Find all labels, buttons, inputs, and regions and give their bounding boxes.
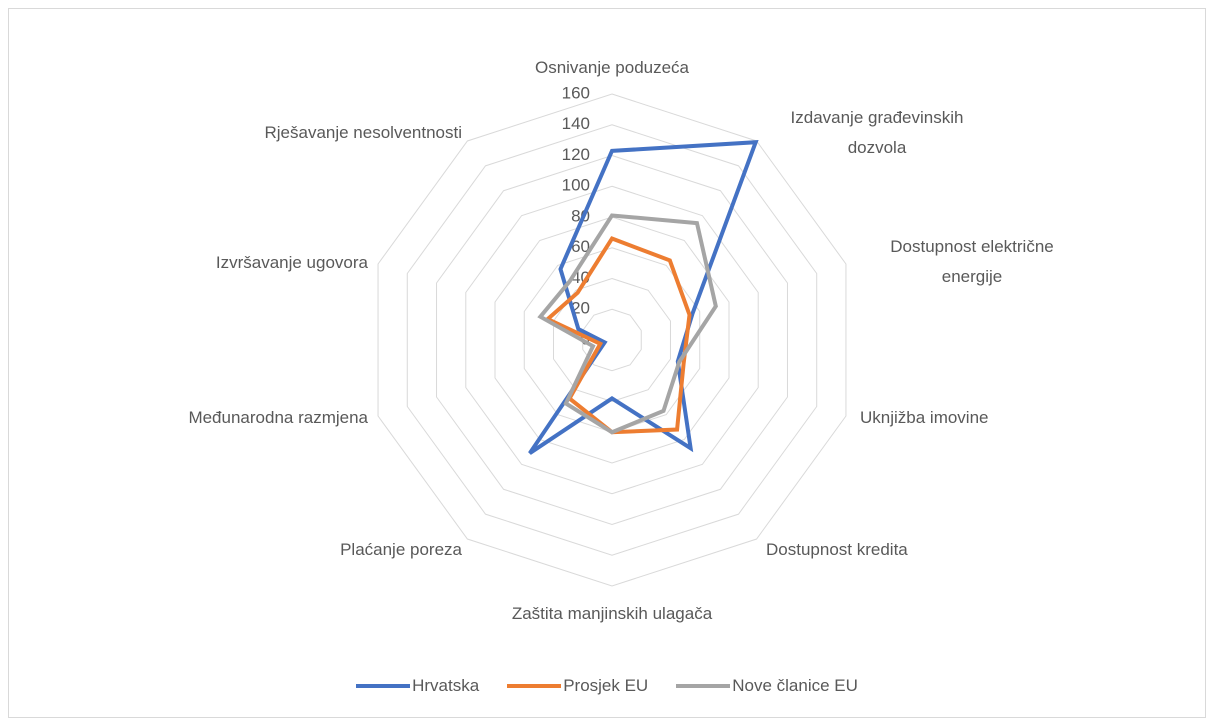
grid-ring	[494, 216, 730, 464]
grid-ring	[582, 308, 642, 372]
grid-ring	[377, 93, 847, 587]
category-label: Dostupnost električne energije	[890, 237, 1054, 286]
grid-ring	[465, 185, 759, 495]
legend: Hrvatska Prosjek EU Nove članice EU	[0, 676, 1214, 696]
r-tick-label: 20	[571, 299, 590, 318]
r-tick-label: 160	[562, 83, 590, 102]
legend-swatch	[676, 684, 731, 688]
grid-ring	[406, 124, 818, 556]
legend-swatch	[356, 684, 411, 688]
series-line	[528, 140, 759, 455]
r-tick-label: 120	[562, 145, 590, 164]
grid-ring	[436, 154, 788, 526]
r-tick-label: 100	[562, 176, 590, 195]
legend-item: Hrvatska	[356, 676, 479, 696]
category-label: Izdavanje građevinskih dozvola	[790, 108, 964, 157]
chart-frame	[8, 8, 1206, 718]
r-tick-label: 0	[581, 329, 590, 348]
legend-label: Hrvatska	[412, 676, 480, 695]
legend-item: Prosjek EU	[507, 676, 648, 696]
category-label: Izvršavanje ugovora	[215, 253, 368, 272]
r-tick-label: 140	[562, 114, 590, 133]
legend-swatch	[507, 684, 562, 688]
category-label: Dostupnost kredita	[766, 540, 908, 559]
category-label: Zaštita manjinskih ulagača	[511, 604, 713, 623]
series-line	[537, 213, 718, 435]
category-label: Uknjižba imovine	[860, 408, 989, 427]
grid-ring	[553, 277, 671, 403]
legend-label: Prosjek EU	[563, 676, 649, 695]
category-label: Rješavanje nesolventnosti	[264, 123, 462, 142]
r-tick-label: 60	[571, 237, 590, 256]
category-label: Osnivanje poduzeća	[534, 58, 690, 77]
legend-item: Nove članice EU	[676, 676, 858, 696]
category-label: Plaćanje poreza	[340, 540, 462, 559]
category-label: Međunarodna razmjena	[188, 408, 368, 427]
legend-label: Nove članice EU	[732, 676, 858, 695]
